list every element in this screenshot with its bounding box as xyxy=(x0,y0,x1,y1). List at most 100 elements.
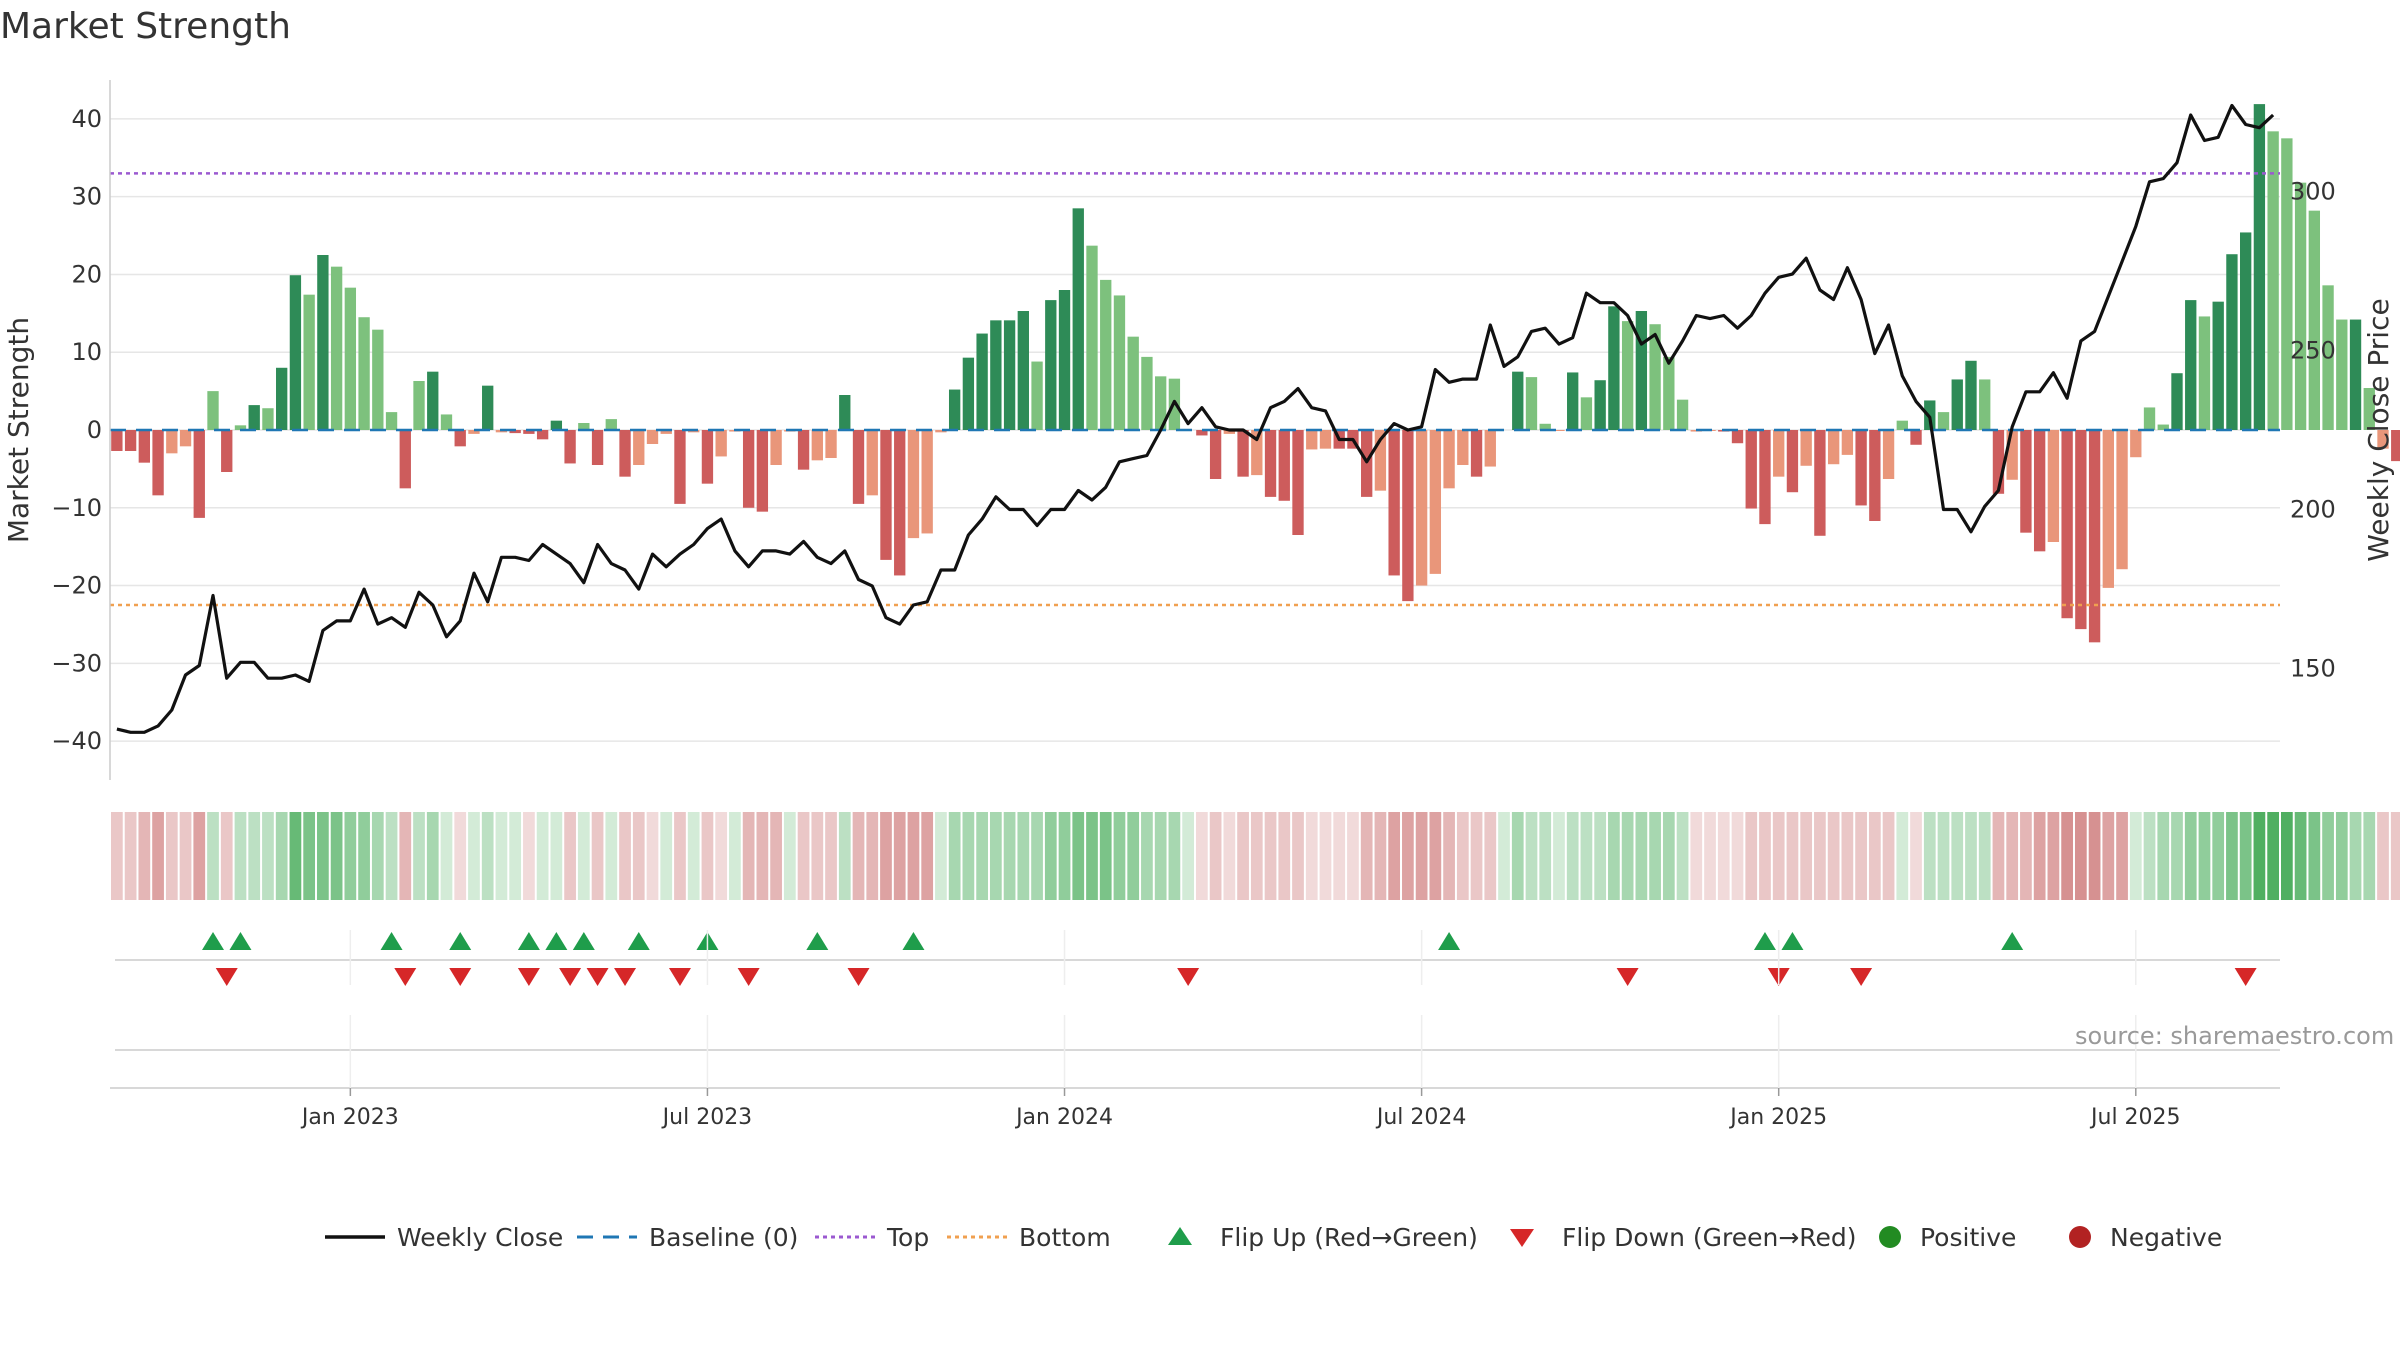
strength-bar xyxy=(715,430,727,457)
strip-cell xyxy=(303,812,316,900)
legend-label: Weekly Close xyxy=(397,1223,563,1252)
strip-cell xyxy=(2226,812,2238,900)
strip-cell xyxy=(1814,812,1826,900)
legend-label: Negative xyxy=(2110,1223,2222,1252)
strength-bar xyxy=(2033,430,2046,552)
strength-bar xyxy=(990,320,1002,430)
legend-item-flip_down: Flip Down (Green→Red) xyxy=(1510,1223,1857,1252)
strip-cell xyxy=(1058,812,1071,900)
strip-cell xyxy=(1443,812,1455,900)
legend-item-top: Top xyxy=(815,1223,929,1252)
strip-cell xyxy=(1635,812,1648,900)
x-tick-label: Jan 2023 xyxy=(300,1105,399,1130)
strength-bar xyxy=(1127,336,1139,430)
flip-down-marker xyxy=(517,968,540,986)
strength-bar xyxy=(303,294,315,430)
strip-cell xyxy=(289,812,302,900)
strength-bar xyxy=(1072,208,1084,430)
legend-item-negative: Negative xyxy=(2069,1223,2222,1252)
strip-cell xyxy=(2349,812,2362,900)
strip-cell xyxy=(1539,812,1552,900)
strength-bar xyxy=(1402,430,1414,602)
strength-bar xyxy=(2047,430,2060,542)
strip-cell xyxy=(111,812,123,900)
strip-cell xyxy=(1237,812,1249,900)
strength-bar xyxy=(1745,430,1757,509)
strength-bar xyxy=(2102,430,2114,588)
strength-bar xyxy=(482,385,494,430)
flip-up-marker xyxy=(2001,932,2024,950)
y-tick-label: 40 xyxy=(71,105,102,133)
strength-bar xyxy=(1196,430,1208,436)
flip-down-marker xyxy=(668,968,691,986)
strip-cell xyxy=(2102,812,2115,900)
strip-cell xyxy=(481,812,494,900)
strip-cell xyxy=(2074,812,2087,900)
flip-down-marker xyxy=(614,968,637,986)
strength-bar xyxy=(1882,430,1895,479)
strip-cell xyxy=(317,812,329,900)
strip-cell xyxy=(2253,812,2266,900)
strip-cell xyxy=(509,812,522,900)
strip-cell xyxy=(1099,812,1112,900)
strength-bar xyxy=(1965,360,1977,430)
strip-cell xyxy=(2157,812,2170,900)
strength-bar xyxy=(2088,430,2101,643)
strength-bar xyxy=(660,430,672,434)
x-tick-label: Jan 2024 xyxy=(1014,1105,1113,1130)
strip-cell xyxy=(907,812,920,900)
strength-bar xyxy=(1567,372,1579,430)
strip-cell xyxy=(165,812,178,900)
strength-bar xyxy=(207,391,219,430)
strip-cell xyxy=(976,812,988,900)
legend: Weekly Close Baseline (0) Top Bottom Flip Up… xyxy=(325,1223,2222,1252)
flip-up-marker xyxy=(1753,932,1776,950)
strength-bar xyxy=(2253,104,2266,430)
strip-cell xyxy=(138,812,151,900)
legend-item-close: Weekly Close xyxy=(325,1223,563,1252)
strength-bar xyxy=(1237,430,1249,477)
strength-bar xyxy=(2391,430,2400,462)
y2-axis-label: Weekly Close Price xyxy=(2362,298,2395,561)
strength-bar xyxy=(1113,295,1126,430)
strip-cell xyxy=(2020,812,2032,900)
strength-bar xyxy=(179,430,192,447)
y-tick-label: −10 xyxy=(51,494,102,522)
strength-bar xyxy=(1621,321,1634,430)
strip-cell xyxy=(715,812,728,900)
strength-bar xyxy=(2377,430,2389,449)
strip-cell xyxy=(1429,812,1442,900)
strength-bar xyxy=(1841,430,1854,455)
strength-bar xyxy=(1539,423,1551,430)
strength-bar xyxy=(797,430,810,470)
flip-up-marker xyxy=(1438,932,1461,950)
y-tick-label: 10 xyxy=(71,338,102,366)
strip-cell xyxy=(1951,812,1964,900)
strength-bar xyxy=(880,430,892,560)
flip-up-marker xyxy=(806,932,829,950)
strip-cell xyxy=(1965,812,1977,900)
strip-cell xyxy=(866,812,879,900)
strength-bar xyxy=(2322,285,2334,430)
strip-cell xyxy=(1141,812,1153,900)
strip-cell xyxy=(193,812,206,900)
strip-cell xyxy=(1470,812,1483,900)
flip-down-marker xyxy=(449,968,472,986)
strip-cell xyxy=(1717,812,1730,900)
strength-bar xyxy=(894,430,906,576)
strip-cell xyxy=(962,812,975,900)
strength-bar xyxy=(907,430,920,539)
x-tick-label: Jul 2024 xyxy=(1375,1105,1467,1130)
strip-cell xyxy=(1292,812,1304,900)
strength-bar xyxy=(234,425,247,430)
flip-down-marker xyxy=(1850,968,1873,986)
strength-bar xyxy=(2226,254,2238,430)
strip-cell xyxy=(1264,812,1277,900)
strength-bar xyxy=(2075,430,2087,630)
strip-cell xyxy=(2281,812,2293,900)
strip-cell xyxy=(852,812,865,900)
strip-cell xyxy=(275,812,288,900)
strength-bar xyxy=(385,412,398,430)
strength-bar xyxy=(948,389,961,430)
